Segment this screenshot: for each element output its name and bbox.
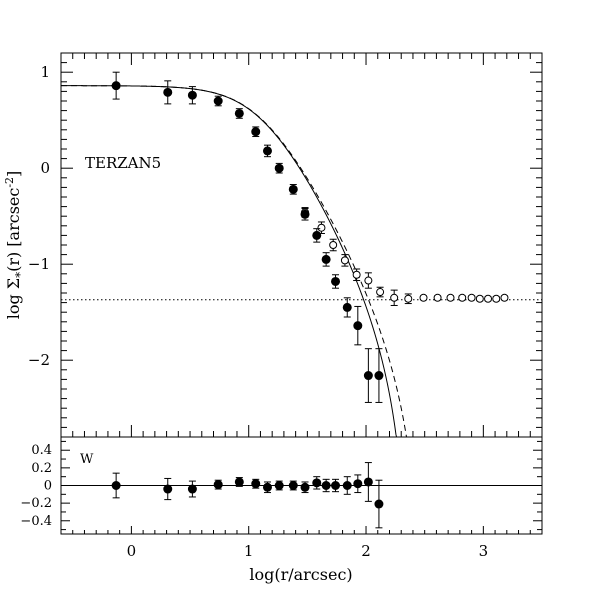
profile-point-open — [390, 293, 399, 302]
residual-point-filled — [300, 482, 310, 492]
profile-point-filled — [342, 302, 352, 312]
y-tick-label: 1 — [40, 63, 50, 81]
residual-point-filled — [234, 477, 244, 487]
profile-point-open — [364, 276, 373, 285]
y-axis-label-subscript: * — [13, 272, 27, 278]
profile-point-open — [500, 293, 509, 302]
profile-point-open — [467, 293, 476, 302]
x-tick-label: 1 — [244, 542, 254, 560]
profile-point-filled — [163, 87, 173, 97]
axes-layer: 0 1 2 3 1 0 −1 −2 0.4 0.2 0 −0.2 −0.4 — [20, 53, 542, 560]
y-axis-label-exponent: -2 — [3, 177, 16, 188]
profile-point-open — [340, 256, 349, 265]
profile-point-open — [446, 293, 455, 302]
residual-y-tick-label: 0.4 — [31, 443, 52, 458]
residual-y-tick-label: −0.4 — [20, 514, 52, 529]
profile-point-filled — [331, 276, 341, 286]
profile-point-filled — [251, 127, 261, 137]
profile-point-open — [352, 270, 361, 279]
residual-y-tick-label: −0.2 — [20, 496, 52, 511]
residual-point-filled — [363, 477, 373, 487]
residual-panel-label: W — [80, 452, 94, 467]
profile-point-filled — [374, 371, 384, 381]
profile-point-filled — [274, 163, 284, 173]
residual-point-filled — [353, 479, 363, 489]
y-tick-label: −2 — [28, 351, 50, 369]
profile-point-filled — [353, 321, 363, 331]
profile-point-open — [419, 293, 428, 302]
profile-point-filled — [321, 254, 331, 264]
residual-y-tick-label: 0.2 — [31, 461, 52, 476]
residual-y-tick-label: 0 — [44, 479, 52, 494]
profile-point-filled — [262, 146, 272, 156]
y-tick-label: 0 — [40, 159, 50, 177]
residual-point-filled — [288, 481, 298, 490]
residual-point-filled — [262, 482, 272, 492]
residual-point-filled — [374, 499, 384, 509]
model-curves-layer — [61, 85, 542, 486]
residual-point-filled — [321, 481, 331, 490]
profile-point-filled — [312, 230, 322, 240]
y-axis-label-main: log Σ — [4, 278, 23, 319]
profile-point-filled — [187, 90, 197, 100]
residual-point-filled — [274, 481, 284, 490]
y-axis-label-suffix: (r) [arcsec — [4, 188, 23, 272]
profile-point-open — [475, 294, 484, 303]
profile-point-filled — [234, 108, 244, 118]
x-tick-label: 2 — [361, 542, 371, 560]
residual-point-filled — [187, 484, 197, 494]
profile-point-open — [376, 288, 385, 297]
cluster-name-label: TERZAN5 — [85, 154, 161, 172]
profile-point-open — [404, 294, 413, 303]
y-axis-label: log Σ*(r) [arcsec-2] — [3, 171, 27, 320]
x-tick-label: 3 — [479, 542, 489, 560]
residual-point-filled — [251, 479, 261, 489]
residual-point-filled — [163, 484, 173, 494]
data-points-layer — [111, 71, 509, 529]
profile-point-filled — [288, 184, 298, 194]
profile-point-open — [317, 223, 326, 232]
profile-point-open — [492, 294, 501, 303]
profile-point-filled — [300, 209, 310, 219]
residual-point-filled — [331, 481, 341, 490]
x-axis-label: log(r/arcsec) — [249, 565, 352, 584]
profile-point-filled — [111, 81, 121, 91]
x-tick-label: 0 — [127, 542, 137, 560]
profile-point-filled — [363, 371, 373, 381]
profile-point-open — [484, 294, 493, 303]
model-curve-dashed — [61, 85, 407, 438]
profile-point-filled — [213, 96, 223, 106]
top-panel-frame — [60, 52, 543, 438]
residual-point-filled — [342, 481, 352, 490]
profile-point-open — [433, 293, 442, 302]
y-tick-label: −1 — [28, 255, 50, 273]
y-axis-label-close: ] — [4, 171, 23, 177]
profile-point-open — [458, 293, 467, 302]
residual-point-filled — [111, 481, 121, 490]
profile-point-open — [329, 241, 338, 249]
residual-point-filled — [213, 480, 223, 490]
residual-point-filled — [312, 478, 322, 488]
